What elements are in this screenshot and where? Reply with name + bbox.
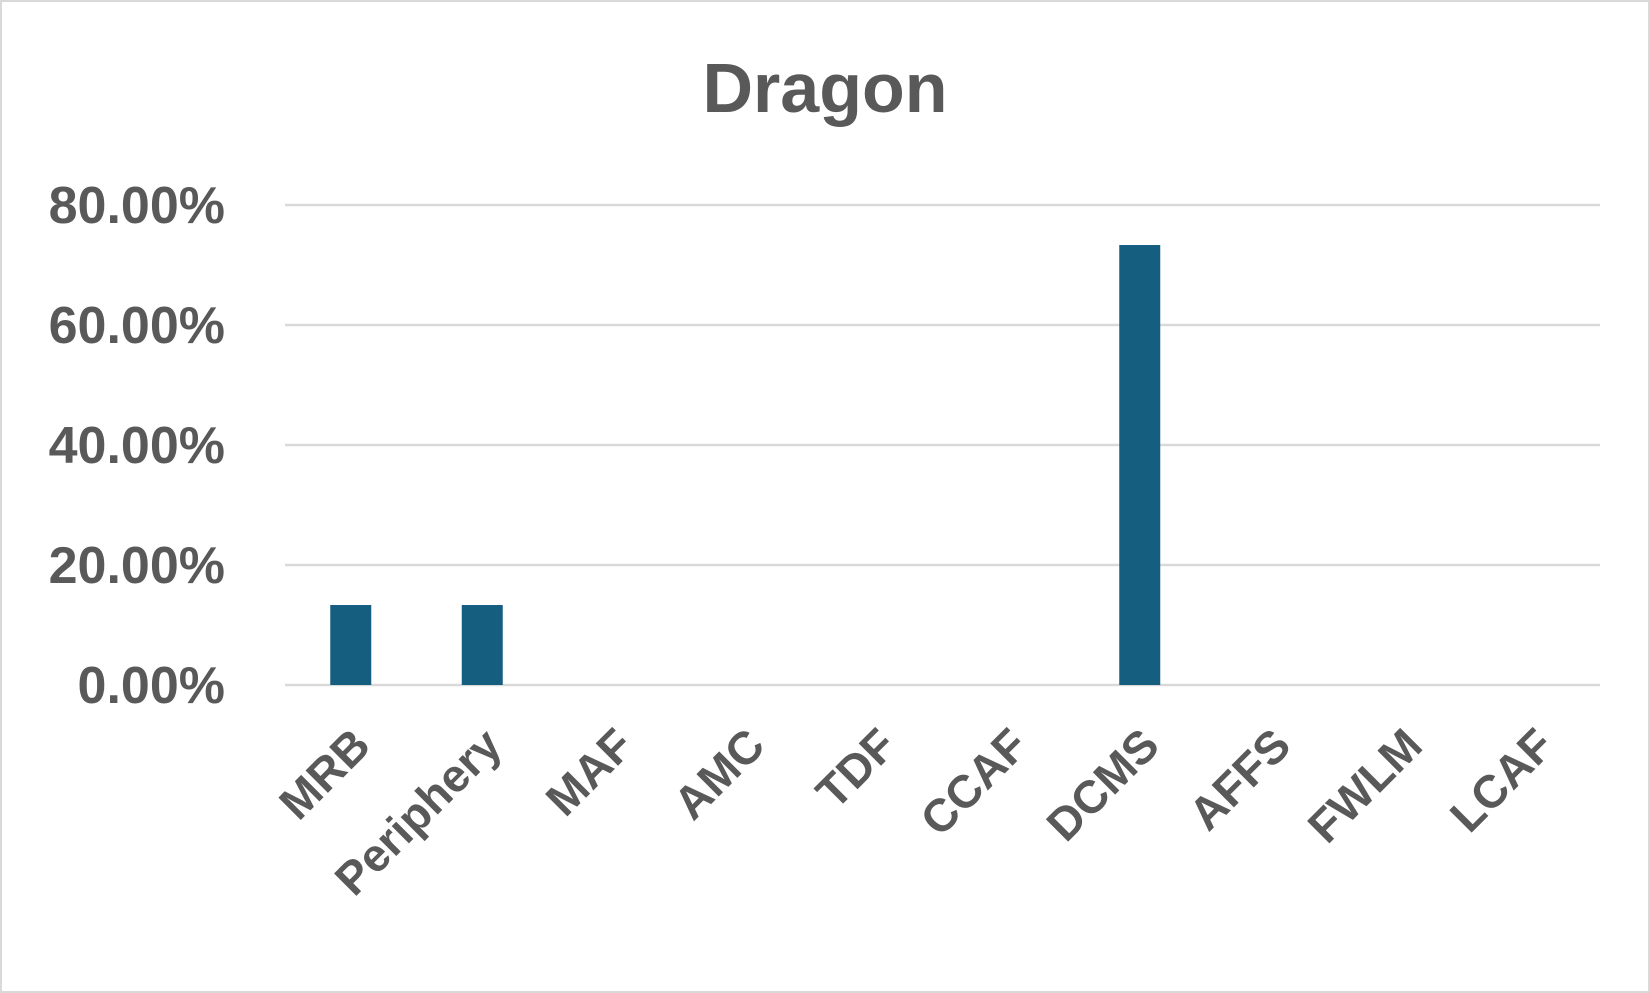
chart-title: Dragon bbox=[703, 49, 948, 127]
x-category-label: MRB bbox=[269, 718, 380, 829]
gridlines bbox=[285, 203, 1600, 687]
x-category-label: DCMS bbox=[1036, 718, 1169, 851]
x-category-label: FWLM bbox=[1298, 718, 1432, 852]
bar-mrb bbox=[330, 605, 372, 685]
y-tick-label: 40.00% bbox=[49, 417, 225, 475]
x-category-label: AFFS bbox=[1179, 718, 1301, 840]
bar-periphery bbox=[461, 605, 503, 685]
y-tick-label: 20.00% bbox=[49, 537, 225, 595]
bars bbox=[330, 245, 1161, 685]
bar-dcms bbox=[1119, 245, 1161, 685]
x-category-label: CCAF bbox=[910, 718, 1037, 845]
y-tick-label: 80.00% bbox=[49, 177, 225, 235]
x-category-label: MAF bbox=[536, 718, 643, 825]
y-tick-label: 60.00% bbox=[49, 297, 225, 355]
x-category-label: TDF bbox=[806, 718, 906, 818]
x-category-label: AMC bbox=[663, 718, 774, 829]
y-tick-label: 0.00% bbox=[78, 657, 225, 715]
y-axis-tick-labels: 0.00% 20.00% 40.00% 60.00% 80.00% bbox=[49, 177, 225, 715]
x-category-label: LCAF bbox=[1440, 718, 1563, 841]
